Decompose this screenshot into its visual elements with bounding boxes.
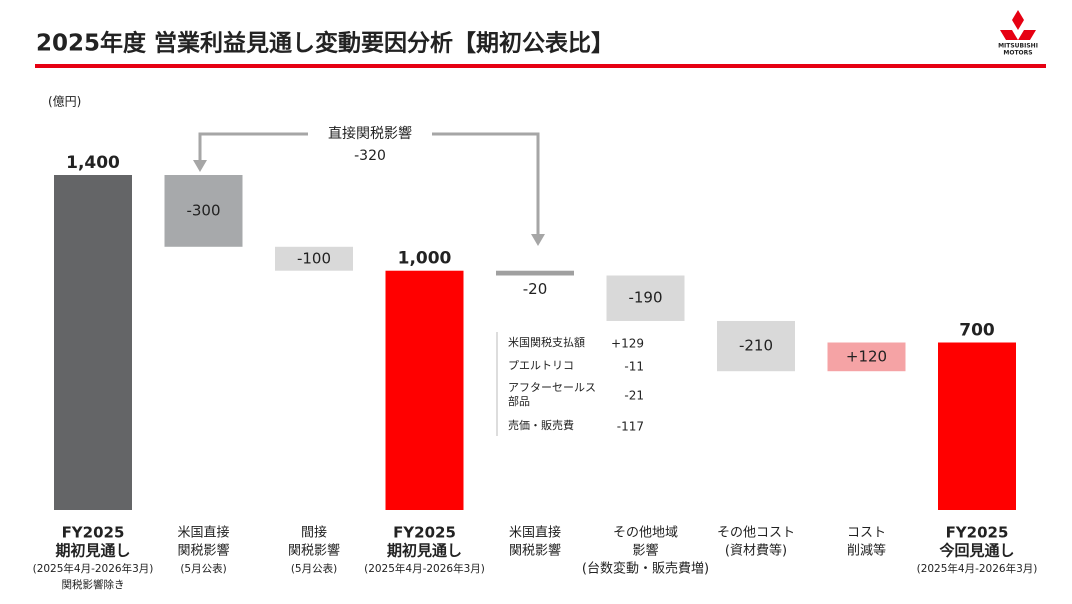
total-bar — [385, 270, 464, 510]
category-label: 関税影響 — [177, 543, 229, 559]
total-bar — [54, 175, 132, 510]
category-note: (5月公表) — [180, 562, 226, 575]
category-label: 今回見通し — [938, 542, 1014, 560]
category-label: 米国直接 — [177, 525, 229, 541]
category-label: コスト — [847, 526, 886, 541]
category-note: 関税影響除き — [62, 578, 125, 591]
breakdown-item: アフターセールス — [508, 381, 596, 394]
value-label: -20 — [523, 280, 548, 298]
arrow-head — [193, 160, 545, 246]
value-label: -300 — [186, 201, 220, 219]
logo-text: MITSUBISHI — [998, 43, 1038, 50]
value-label: -100 — [297, 249, 331, 267]
value-label: +120 — [846, 347, 887, 365]
breakdown-item: プエルトリコ — [508, 359, 574, 372]
breakdown-value: -21 — [624, 389, 644, 403]
annotation: 直接関税影響 -320 — [193, 125, 545, 246]
step-bar — [717, 320, 795, 372]
category-label: 削減等 — [847, 543, 886, 559]
category-label: FY2025 — [62, 524, 125, 542]
breakdown-item: 米国関税支払額 — [508, 335, 585, 349]
category-label: 関税影響 — [509, 543, 561, 559]
total-bar — [938, 342, 1016, 510]
unit-label: (億円) — [48, 95, 81, 109]
value-label: 1,400 — [66, 153, 120, 173]
step-bar — [496, 270, 574, 276]
category-label: その他コスト — [717, 526, 795, 541]
annotation-arrow — [198, 132, 540, 238]
category-label: (台数変動・販売費増) — [582, 561, 709, 577]
breakdown-item: 売価・販売費 — [508, 418, 574, 432]
step-bar — [164, 175, 243, 247]
breakdown-item: 部品 — [508, 394, 530, 408]
step-bar — [606, 275, 685, 321]
logo-text: MOTORS — [1003, 50, 1032, 57]
breakdown-value: -11 — [624, 360, 644, 374]
logo: MITSUBISHI MOTORS — [998, 10, 1038, 57]
category-label: 米国直接 — [509, 525, 561, 541]
value-label: 1,000 — [398, 249, 452, 269]
category-note: (2025年4月-2026年3月) — [917, 562, 1038, 575]
category-label: FY2025 — [393, 524, 456, 542]
annotation-label: 直接関税影響 — [328, 125, 412, 142]
logo-mark — [1000, 10, 1036, 40]
step-bar — [827, 342, 906, 372]
category-label: 期初見通し — [55, 542, 130, 560]
category-label: 影響 — [632, 543, 658, 559]
breakdown-value: -117 — [617, 420, 644, 434]
category-note: (2025年4月-2026年3月) — [33, 562, 154, 575]
value-label: -210 — [739, 337, 773, 355]
category-note: (2025年4月-2026年3月) — [364, 562, 485, 575]
annotation-value: -320 — [354, 148, 386, 164]
category-label: 期初見通し — [387, 542, 462, 560]
value-label: -190 — [628, 289, 662, 307]
value-label: 700 — [959, 321, 995, 341]
category-label: (資材費等) — [725, 543, 787, 559]
category-label: 関税影響 — [288, 543, 340, 559]
category-label: その他地域 — [613, 526, 678, 541]
slide-title: 2025年度 営業利益見通し変動要因分析【期初公表比】 — [36, 30, 614, 57]
category-note: (5月公表) — [291, 562, 337, 575]
breakdown-value: +129 — [611, 337, 644, 351]
category-label: FY2025 — [946, 524, 1009, 542]
step-bar — [275, 246, 353, 271]
title-rule — [35, 64, 1046, 68]
category-label: 間接 — [301, 525, 327, 541]
